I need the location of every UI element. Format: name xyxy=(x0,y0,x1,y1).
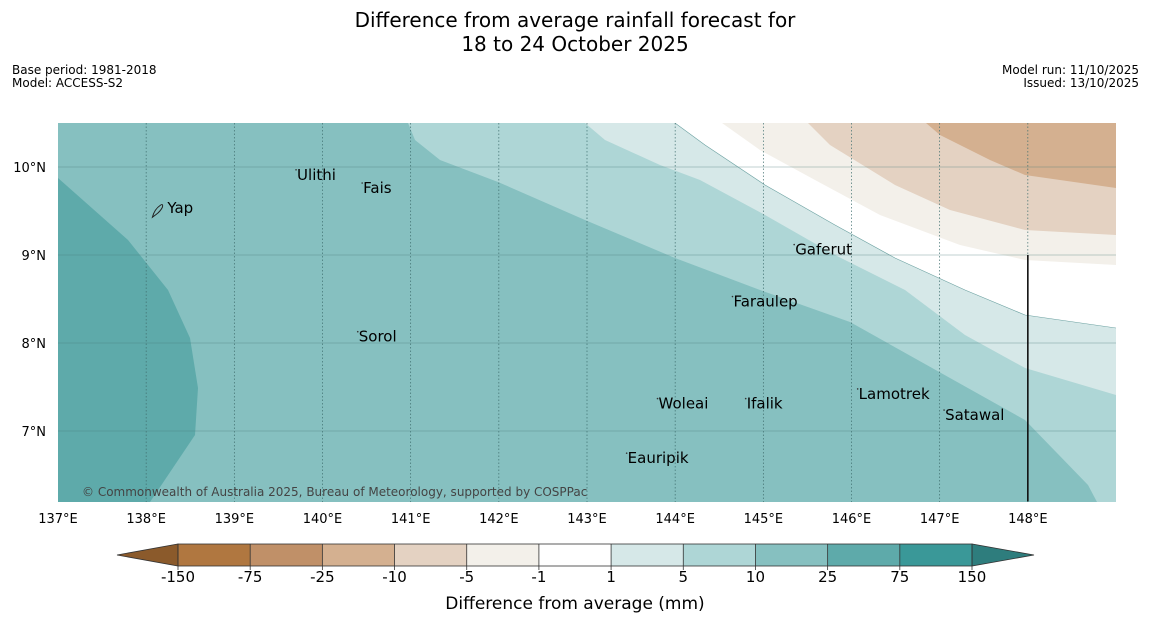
place-label: Ifalik xyxy=(747,395,783,413)
island-outline xyxy=(151,204,164,219)
colorbar-bin xyxy=(899,544,972,566)
lon-tick-label: 137°E xyxy=(38,512,78,527)
place-label: Ulithi xyxy=(297,166,336,184)
place-faraulep: Faraulep xyxy=(731,293,798,311)
contour-minus25-minus10 xyxy=(926,123,1116,188)
lon-tick-label: 144°E xyxy=(655,512,695,527)
place-label: Eauripik xyxy=(628,449,689,467)
contour-25-75 xyxy=(58,123,198,502)
colorbar-bin xyxy=(827,544,900,566)
colorbar-tick-label: 5 xyxy=(678,568,688,586)
colorbar-bin xyxy=(611,544,684,566)
place-lamotrek: Lamotrek xyxy=(856,385,930,403)
title-line-2: 18 to 24 October 2025 xyxy=(461,32,689,56)
colorbar-bin xyxy=(466,544,539,566)
lon-tick-label: 146°E xyxy=(832,512,872,527)
island-dot xyxy=(656,397,659,400)
chart-title: Difference from average rainfall forecas… xyxy=(0,8,1150,56)
issued-date: Issued: 13/10/2025 xyxy=(1023,76,1139,90)
base-period: Base period: 1981-2018 xyxy=(12,63,157,77)
place-labels: Yap Ulithi Fais Gaferut Faraulep Sorol Lamotre… xyxy=(151,166,1004,467)
place-satawal: Satawal xyxy=(943,406,1004,424)
place-label: Woleai xyxy=(659,395,709,413)
colorbar-tick-label: -1 xyxy=(531,568,546,586)
colorbar-tick-label: 10 xyxy=(746,568,765,586)
place-sorol: Sorol xyxy=(356,328,397,346)
colorbar-tick-label: -25 xyxy=(310,568,335,586)
colorbar-label: Difference from average (mm) xyxy=(445,594,705,614)
place-woleai: Woleai xyxy=(656,395,709,413)
lat-tick-label: 9°N xyxy=(22,249,47,264)
colorbar-tick-label: 1 xyxy=(606,568,616,586)
lon-tick-label: 147°E xyxy=(920,512,960,527)
lon-tick-label: 139°E xyxy=(215,512,255,527)
meta-left: Base period: 1981-2018 Model: ACCESS-S2 xyxy=(12,64,157,90)
colorbar-tick-label: -10 xyxy=(382,568,407,586)
colorbar-extend-max xyxy=(971,543,1035,567)
copyright-text: © Commonwealth of Australia 2025, Bureau… xyxy=(82,485,587,499)
lon-tick-label: 140°E xyxy=(303,512,343,527)
colorbar-tick-label: -75 xyxy=(238,568,263,586)
place-ulithi: Ulithi xyxy=(295,166,336,184)
place-label: Lamotrek xyxy=(859,385,930,403)
colorbar-tick-label: 75 xyxy=(890,568,909,586)
colorbar-tick-label: 25 xyxy=(818,568,837,586)
colorbar-bin xyxy=(322,544,395,566)
place-gaferut: Gaferut xyxy=(793,241,852,259)
place-label: Gaferut xyxy=(795,241,852,259)
model-name: Model: ACCESS-S2 xyxy=(12,76,124,90)
title-line-1: Difference from average rainfall forecas… xyxy=(354,8,796,32)
lon-tick-label: 142°E xyxy=(479,512,519,527)
lat-tick-label: 10°N xyxy=(13,161,46,176)
model-run: Model run: 11/10/2025 xyxy=(1001,63,1139,77)
colorbar-tick-label: -150 xyxy=(161,568,195,586)
lat-tick-label: 8°N xyxy=(22,337,47,352)
lon-tick-label: 148°E xyxy=(1008,512,1048,527)
place-label: Faraulep xyxy=(733,293,797,311)
lon-tick-label: 143°E xyxy=(567,512,607,527)
lon-tick-label: 141°E xyxy=(391,512,431,527)
island-dot xyxy=(793,243,795,246)
lon-tick-label: 145°E xyxy=(744,512,784,527)
island-dot xyxy=(943,409,945,411)
meta-right: Model run: 11/10/2025 Issued: 13/10/2025 xyxy=(1002,64,1139,90)
colorbar-bin xyxy=(755,544,828,566)
place-label: Satawal xyxy=(945,406,1004,424)
colorbar-bin xyxy=(683,544,756,566)
island-dot xyxy=(361,182,363,184)
place-fais: Fais xyxy=(361,179,392,197)
colorbar-bin xyxy=(394,544,467,566)
island-dot xyxy=(356,330,359,333)
place-ifalik: Ifalik xyxy=(744,395,783,413)
place-label: Yap xyxy=(166,199,193,217)
lat-tick-label: 7°N xyxy=(22,425,47,440)
island-dot xyxy=(731,295,734,298)
place-label: Fais xyxy=(363,179,392,197)
colorbar-extend-min xyxy=(116,543,179,567)
island-dot xyxy=(856,388,859,390)
colorbar-bin xyxy=(250,544,323,566)
colorbar-bin xyxy=(538,544,612,566)
lon-tick-label: 138°E xyxy=(126,512,166,527)
gridlines xyxy=(58,123,1116,502)
contour-boundary-line xyxy=(674,123,1116,329)
axis-labels: 137°E 138°E 139°E 140°E 141°E 142°E 143°E 144°E… xyxy=(13,161,1047,527)
island-dot xyxy=(625,452,628,454)
colorbar-bin xyxy=(178,544,251,566)
colorbar-tick-label: -5 xyxy=(459,568,474,586)
place-eauripik: Eauripik xyxy=(625,449,689,467)
island-dot xyxy=(295,169,297,171)
island-dot xyxy=(744,397,747,400)
colorbar: -150 -75 -25 -10 -5 -1 1 5 10 25 75 150 xyxy=(116,543,1035,586)
place-yap: Yap xyxy=(151,199,193,219)
colorbar-tick-label: 150 xyxy=(958,568,987,586)
place-label: Sorol xyxy=(359,328,397,346)
